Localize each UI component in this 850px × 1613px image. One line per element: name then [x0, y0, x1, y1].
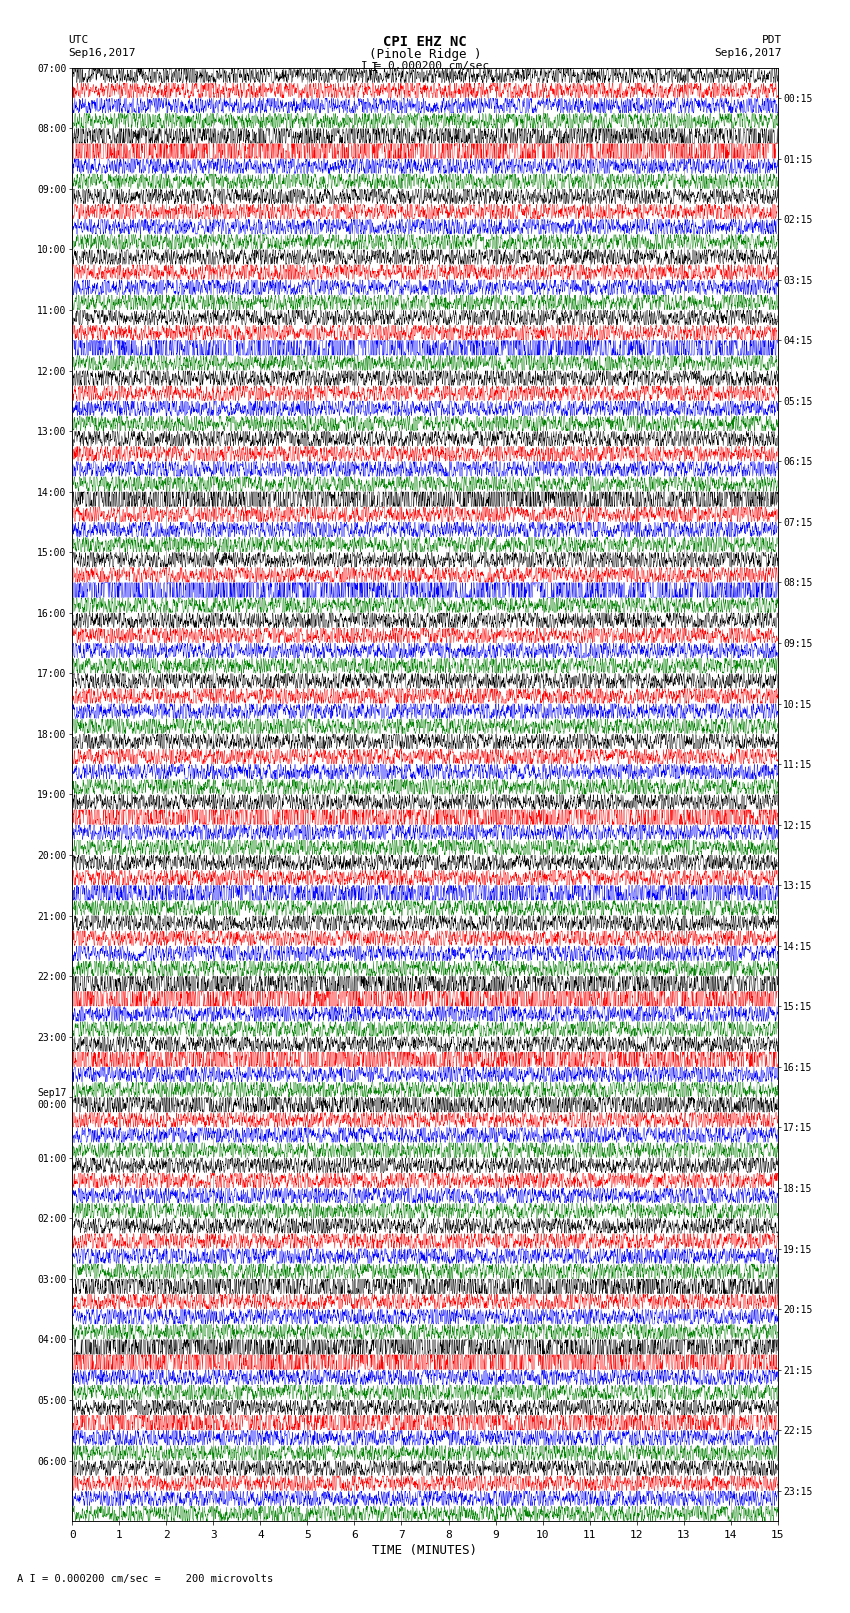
Text: Sep16,2017: Sep16,2017 — [715, 48, 782, 58]
Text: I: I — [371, 61, 377, 74]
Text: I = 0.000200 cm/sec: I = 0.000200 cm/sec — [361, 61, 489, 71]
Text: (Pinole Ridge ): (Pinole Ridge ) — [369, 48, 481, 61]
Text: UTC: UTC — [68, 35, 88, 45]
Text: Sep16,2017: Sep16,2017 — [68, 48, 135, 58]
Text: A I = 0.000200 cm/sec =    200 microvolts: A I = 0.000200 cm/sec = 200 microvolts — [17, 1574, 273, 1584]
X-axis label: TIME (MINUTES): TIME (MINUTES) — [372, 1544, 478, 1557]
Text: PDT: PDT — [762, 35, 782, 45]
Text: CPI EHZ NC: CPI EHZ NC — [383, 35, 467, 50]
